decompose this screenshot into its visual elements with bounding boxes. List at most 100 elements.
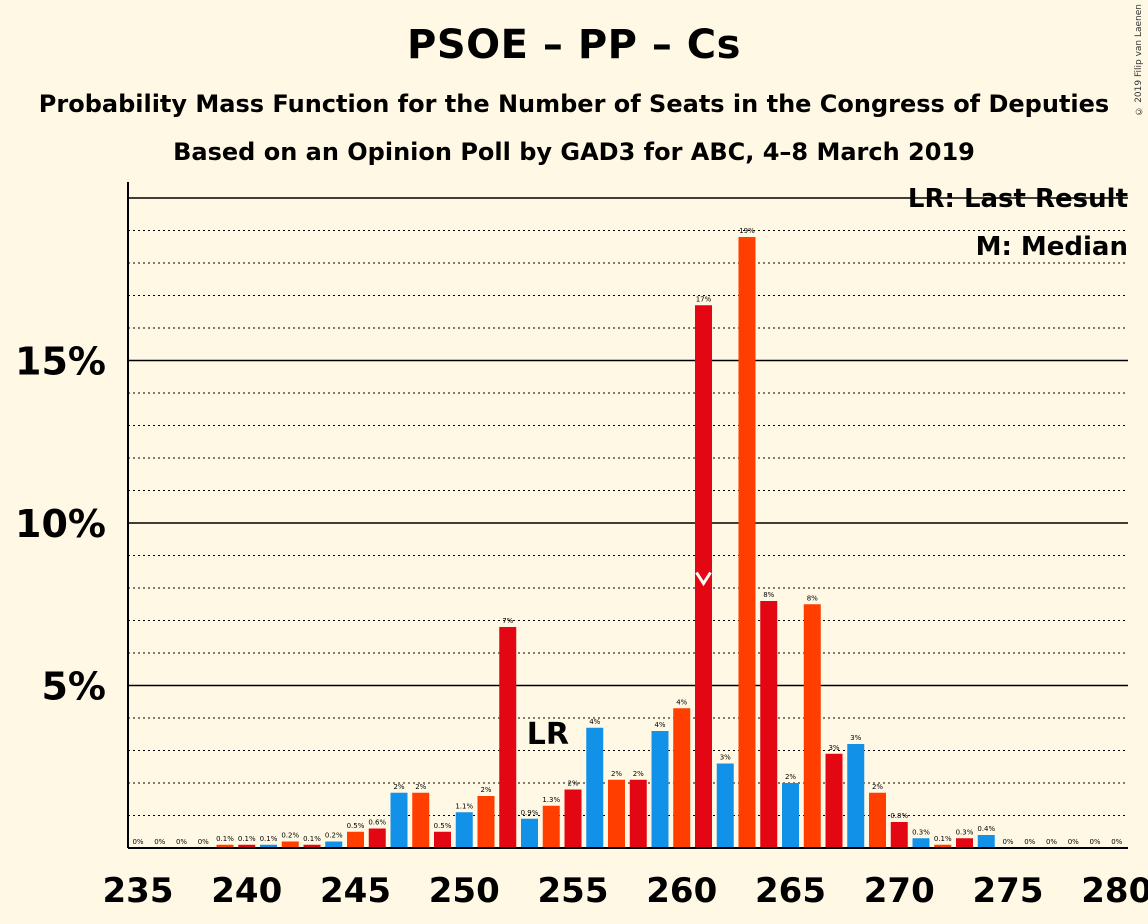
bar-value-label: 0% — [154, 838, 165, 846]
chart-source-line: Based on an Opinion Poll by GAD3 for ABC… — [173, 138, 975, 166]
bar-value-label: 2% — [611, 770, 622, 778]
bar-value-label: 0% — [1068, 838, 1079, 846]
bar-value-label: 0.5% — [434, 822, 452, 830]
bar-value-label: 17% — [696, 295, 712, 303]
bar-268 — [847, 744, 865, 848]
bar-241 — [260, 844, 277, 848]
bar-value-label: 1.3% — [542, 796, 560, 804]
bar-250 — [455, 812, 473, 848]
bar-246 — [368, 828, 386, 848]
bar-value-label: 0% — [1111, 838, 1122, 846]
bar-value-label: 0% — [1089, 838, 1100, 846]
legend-last-result: LR: Last Result — [907, 184, 1128, 214]
bar-239 — [216, 844, 234, 848]
bar-value-label: 4% — [654, 721, 665, 729]
last-result-label: LR — [527, 717, 569, 752]
bar-value-label: 0% — [132, 838, 143, 846]
bar-262 — [716, 763, 734, 848]
bar-249 — [434, 831, 451, 848]
bar-248 — [412, 792, 430, 848]
bar-value-label: 1.1% — [455, 802, 473, 810]
bar-value-label: 3% — [828, 744, 839, 752]
bar-240 — [238, 844, 256, 848]
bar-value-label: 0.1% — [260, 835, 278, 843]
bar-value-label: 0% — [198, 838, 209, 846]
chart-subtitle: Probability Mass Function for the Number… — [38, 90, 1110, 118]
bar-263 — [738, 237, 756, 848]
bar-value-label: 2% — [872, 783, 883, 791]
bar-value-label: 4% — [676, 698, 687, 706]
x-tick-label: 255 — [538, 871, 609, 911]
bar-value-label: 2% — [393, 783, 404, 791]
x-tick-label: 235 — [103, 871, 174, 911]
bar-value-label: 0.2% — [281, 832, 299, 840]
y-tick-label: 15% — [15, 340, 106, 384]
bar-269 — [869, 792, 886, 848]
bar-265 — [782, 783, 799, 848]
bar-value-label: 0.4% — [977, 825, 995, 833]
bar-242 — [281, 841, 299, 848]
x-tick-label: 240 — [211, 871, 282, 911]
bar-value-label: 0.3% — [912, 828, 930, 836]
bar-value-label: 3% — [850, 734, 861, 742]
bar-value-label: 8% — [763, 591, 774, 599]
bar-261 — [695, 305, 712, 848]
bar-value-label: 8% — [807, 594, 818, 602]
bar-value-label: 0.3% — [956, 828, 974, 836]
bar-value-label: 7% — [502, 617, 513, 625]
bar-value-label: 0% — [1002, 838, 1013, 846]
bar-255 — [564, 789, 582, 848]
bar-value-label: 0.1% — [238, 835, 256, 843]
bar-value-label: 2% — [633, 770, 644, 778]
y-tick-label: 5% — [41, 665, 106, 709]
bar-value-label: 0.8% — [890, 812, 908, 820]
bar-270 — [890, 822, 908, 848]
bar-257 — [608, 779, 625, 848]
bar-value-label: 2% — [567, 780, 578, 788]
bar-256 — [586, 727, 604, 848]
x-tick-label: 245 — [320, 871, 391, 911]
x-tick-label: 280 — [1081, 871, 1148, 911]
bar-value-label: 0.5% — [347, 822, 365, 830]
bar-267 — [825, 753, 843, 848]
bar-271 — [912, 838, 930, 848]
bar-value-label: 0.1% — [216, 835, 234, 843]
bar-274 — [977, 835, 995, 848]
bar-value-label: 2% — [785, 773, 796, 781]
bar-245 — [347, 831, 364, 848]
x-tick-label: 270 — [864, 871, 935, 911]
bar-247 — [390, 792, 408, 848]
bar-value-label: 0% — [1046, 838, 1057, 846]
bar-251 — [477, 796, 495, 848]
x-tick-label: 250 — [429, 871, 500, 911]
y-tick-label: 10% — [15, 502, 106, 546]
bar-value-label: 0.6% — [368, 819, 386, 827]
bar-254 — [542, 805, 560, 848]
bar-value-label: 0.1% — [934, 835, 952, 843]
bar-244 — [325, 841, 343, 848]
bar-258 — [629, 779, 647, 848]
bar-253 — [521, 818, 538, 848]
bar-value-label: 4% — [589, 718, 600, 726]
bar-252 — [499, 627, 517, 848]
bar-value-label: 3% — [720, 754, 731, 762]
bar-value-label: 0% — [176, 838, 187, 846]
bar-value-label: 2% — [415, 783, 426, 791]
bar-value-label: 0.2% — [325, 832, 343, 840]
bar-273 — [956, 838, 973, 848]
bar-272 — [934, 844, 952, 848]
bar-260 — [673, 708, 691, 848]
chart-title: PSOE – PP – Cs — [407, 22, 741, 68]
bar-243 — [303, 844, 321, 848]
bar-264 — [760, 601, 778, 848]
median-marker — [695, 571, 712, 587]
x-tick-label: 275 — [973, 871, 1044, 911]
bar-value-label: 19% — [739, 227, 755, 235]
bar-266 — [803, 604, 821, 848]
legend-median: M: Median — [975, 232, 1128, 262]
x-tick-label: 265 — [755, 871, 826, 911]
bar-259 — [651, 731, 669, 848]
bar-value-label: 0.9% — [521, 809, 539, 817]
bar-value-label: 2% — [480, 786, 491, 794]
